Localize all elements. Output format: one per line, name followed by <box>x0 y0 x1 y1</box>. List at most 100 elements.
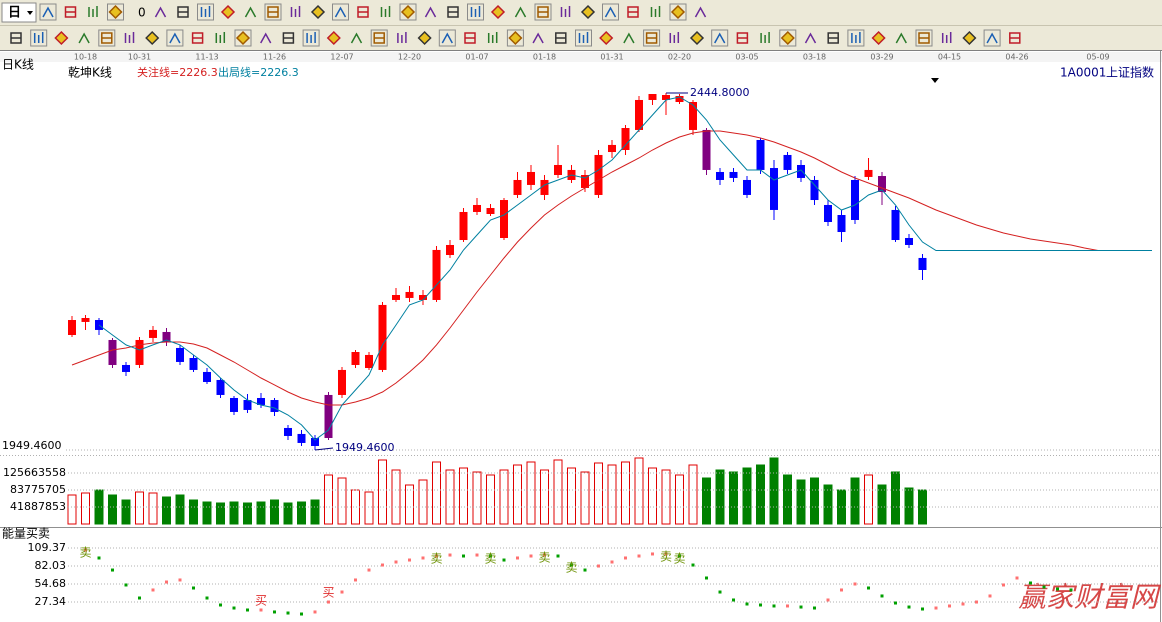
icon-glyph[interactable] <box>108 4 123 20</box>
icon-frame[interactable] <box>779 29 797 47</box>
icon-frame[interactable] <box>669 3 687 21</box>
toolbar-button[interactable] <box>779 29 797 47</box>
toolbar-button[interactable] <box>648 4 664 20</box>
toolbar-button[interactable] <box>893 30 909 46</box>
icon-frame[interactable] <box>264 3 282 21</box>
toolbar-button[interactable] <box>197 3 214 21</box>
icon-glyph[interactable] <box>145 30 160 46</box>
icon-glyph[interactable] <box>599 30 614 46</box>
icon-glyph[interactable] <box>220 4 236 20</box>
toolbar-button[interactable] <box>625 4 641 20</box>
icon-frame[interactable] <box>847 29 865 47</box>
toolbar-button[interactable] <box>961 30 977 46</box>
icon-frame[interactable] <box>98 29 116 47</box>
toolbar-button[interactable] <box>30 29 48 47</box>
toolbar-button[interactable] <box>939 30 955 46</box>
icon-glyph[interactable] <box>64 6 77 18</box>
toolbar-button[interactable] <box>175 4 191 20</box>
icon-glyph[interactable] <box>441 32 453 44</box>
icon-glyph[interactable] <box>54 30 69 46</box>
toolbar-button[interactable] <box>53 30 69 46</box>
icon-frame[interactable] <box>983 29 1001 47</box>
toolbar-button[interactable] <box>825 30 841 46</box>
toolbar-button[interactable] <box>144 30 160 46</box>
icon-glyph[interactable] <box>578 32 589 43</box>
toolbar-button[interactable] <box>310 4 326 20</box>
toolbar-button[interactable] <box>355 4 371 20</box>
toolbar-button[interactable] <box>85 4 101 20</box>
icon-glyph[interactable] <box>200 6 211 17</box>
toolbar-digit[interactable]: 0 <box>138 6 146 20</box>
icon-glyph[interactable] <box>101 32 113 44</box>
icon-glyph[interactable] <box>986 32 998 44</box>
icon-frame[interactable] <box>915 29 933 47</box>
toolbar-button[interactable] <box>693 4 709 20</box>
icon-glyph[interactable] <box>267 6 279 18</box>
toolbar-button[interactable] <box>485 30 501 46</box>
toolbar-button[interactable] <box>467 3 484 21</box>
toolbar-button[interactable] <box>234 29 252 47</box>
icon-glyph[interactable] <box>895 32 907 44</box>
icon-glyph[interactable] <box>941 32 952 43</box>
icon-glyph[interactable] <box>33 32 44 43</box>
toolbar-button[interactable] <box>302 29 320 47</box>
icon-frame[interactable] <box>711 29 729 47</box>
icon-glyph[interactable] <box>42 6 54 18</box>
toolbar-button[interactable] <box>166 29 184 47</box>
icon-glyph[interactable] <box>397 32 407 43</box>
icon-glyph[interactable] <box>124 32 135 43</box>
toolbar-button[interactable] <box>803 30 819 46</box>
icon-frame[interactable] <box>30 29 48 47</box>
icon-glyph[interactable] <box>417 30 432 46</box>
toolbar-button[interactable] <box>558 4 574 20</box>
icon-frame[interactable] <box>506 29 524 47</box>
toolbar-button[interactable] <box>288 4 304 20</box>
icon-glyph[interactable] <box>357 6 369 18</box>
icon-frame[interactable] <box>302 29 320 47</box>
toolbar-button[interactable] <box>462 30 478 46</box>
toolbar-button[interactable] <box>264 3 282 21</box>
icon-glyph[interactable] <box>169 32 181 44</box>
toolbar-button[interactable] <box>63 4 79 20</box>
icon-glyph[interactable] <box>244 6 257 18</box>
icon-glyph[interactable] <box>827 32 839 44</box>
toolbar-button[interactable] <box>534 3 552 21</box>
icon-glyph[interactable] <box>670 4 686 20</box>
icon-glyph[interactable] <box>154 6 167 18</box>
icon-glyph[interactable] <box>10 32 22 44</box>
icon-glyph[interactable] <box>780 30 795 46</box>
toolbar-button[interactable] <box>689 30 705 46</box>
toolbar-button[interactable] <box>598 30 614 46</box>
toolbar-button[interactable] <box>370 29 388 47</box>
icon-glyph[interactable] <box>373 32 385 44</box>
icon-glyph[interactable] <box>689 30 705 46</box>
icon-frame[interactable] <box>234 29 252 47</box>
icon-glyph[interactable] <box>290 6 301 17</box>
toolbar-button[interactable] <box>602 3 619 21</box>
icon-glyph[interactable] <box>380 6 391 17</box>
icon-glyph[interactable] <box>487 32 498 43</box>
icon-frame[interactable] <box>602 3 619 21</box>
toolbar-button[interactable] <box>122 30 138 46</box>
icon-glyph[interactable] <box>334 6 347 18</box>
icon-glyph[interactable] <box>580 4 596 20</box>
icon-glyph[interactable] <box>78 32 90 44</box>
toolbar-button[interactable] <box>1007 30 1023 46</box>
icon-frame[interactable] <box>197 3 214 21</box>
icon-glyph[interactable] <box>260 32 272 44</box>
icon-glyph[interactable] <box>310 4 326 20</box>
icon-glyph[interactable] <box>177 6 189 18</box>
toolbar-button[interactable] <box>280 30 296 46</box>
icon-glyph[interactable] <box>350 32 363 44</box>
icon-glyph[interactable] <box>918 32 930 44</box>
icon-glyph[interactable] <box>306 32 316 43</box>
toolbar-button[interactable] <box>666 30 682 46</box>
icon-frame[interactable] <box>643 29 661 47</box>
period-dropdown[interactable] <box>1 2 37 23</box>
toolbar-button[interactable] <box>871 30 887 46</box>
toolbar-button[interactable] <box>553 30 569 46</box>
icon-glyph[interactable] <box>736 32 749 44</box>
toolbar-button[interactable] <box>530 30 546 46</box>
icon-glyph[interactable] <box>560 6 571 17</box>
icon-frame[interactable] <box>467 3 484 21</box>
